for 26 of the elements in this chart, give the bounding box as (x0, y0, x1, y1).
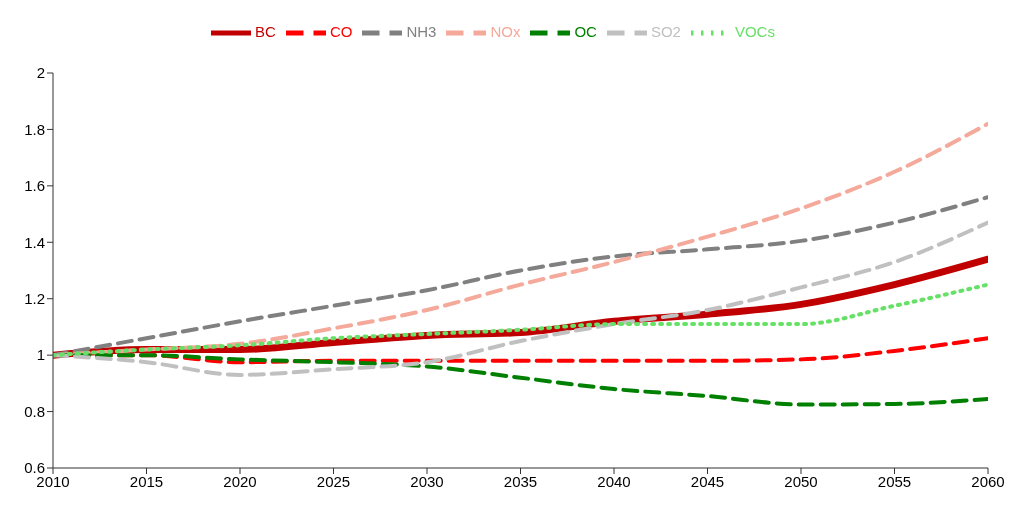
legend-label: OC (574, 22, 597, 40)
line-series (53, 282, 988, 358)
x-tick-label: 2015 (129, 472, 164, 490)
y-tick-label: 1.6 (24, 177, 45, 195)
x-tick-label: 2055 (877, 472, 912, 490)
y-tick-label: 1.8 (24, 120, 45, 138)
x-tick-label: 2040 (597, 472, 631, 490)
legend-label: VOCs (734, 22, 775, 40)
y-tick-label: 1 (36, 346, 45, 364)
y-tick-label: 1.2 (24, 290, 45, 308)
x-tick-label: 2020 (223, 472, 257, 490)
legend-label: NH3 (406, 22, 437, 40)
x-tick-label: 2035 (503, 472, 538, 490)
x-tick-label: 2030 (410, 472, 444, 490)
line-series (53, 220, 988, 377)
x-tick-label: 2050 (784, 472, 818, 490)
y-tick-label: 1.4 (24, 233, 45, 251)
legend-label: SO2 (650, 22, 681, 40)
x-tick-label: 2045 (690, 472, 725, 490)
y-tick-label: 2 (36, 64, 45, 82)
y-tick-label: 0.8 (24, 402, 45, 420)
x-tick-label: 2025 (316, 472, 351, 490)
x-tick-label: 2060 (971, 472, 1005, 490)
legend-label: CO (329, 22, 353, 40)
legend-label: BC (255, 22, 276, 40)
legend-label: NOx (490, 22, 521, 40)
